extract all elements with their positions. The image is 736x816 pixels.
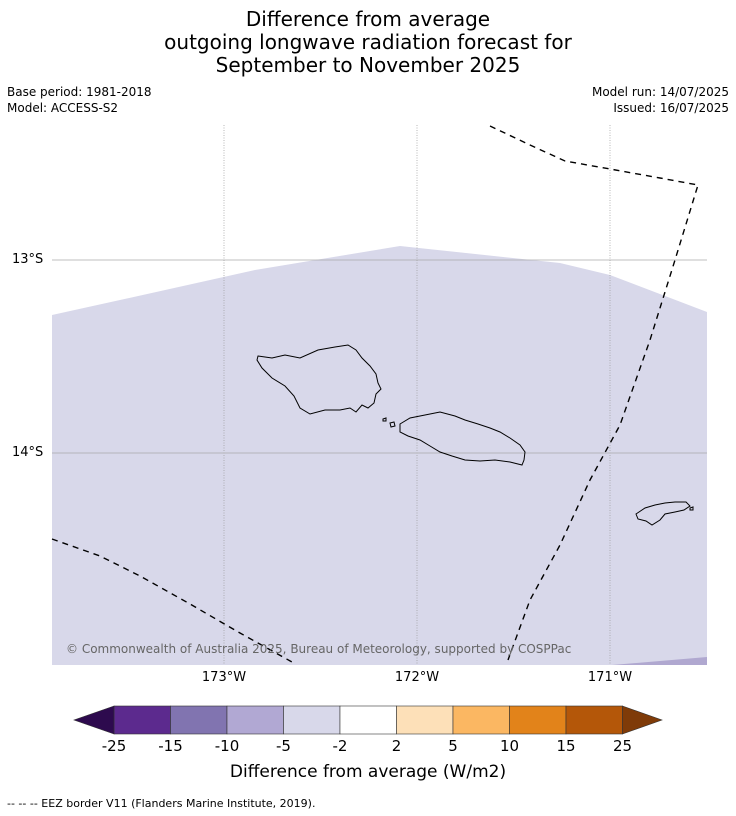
eez-border-southwest [51,538,293,663]
lat-label-14s: 14°S [12,445,44,460]
colorbar-high-extend [622,705,663,735]
anomaly-lower-band [612,657,707,665]
model-name: Model: ACCESS-S2 [7,101,119,115]
model-run: Model run: 14/07/2025 [591,85,729,99]
colorbar-segment [170,705,228,735]
colorbar-segment [226,705,284,735]
colorbar-segment [339,705,397,735]
islet-apolima [382,417,387,422]
lon-label-172w: 172°W [394,670,440,685]
islet-aunuu [689,506,694,511]
colorbar-tick-label: -5 [276,737,291,755]
colorbar-tick-label: 25 [612,737,633,755]
base-period: Base period: 1981-2018 [7,85,152,99]
islet-manono [389,421,396,428]
meta-right: Model run: 14/07/2025 Issued: 16/07/2025 [592,84,729,116]
eez-border-north [489,125,699,661]
eez-borders [51,125,699,663]
colorbar-segment [113,705,171,735]
colorbar-low-extend [73,705,115,735]
lon-label-171w: 171°W [587,670,633,685]
colorbar-tick-label: -2 [332,737,348,755]
title-line-2: outgoing longwave radiation forecast for [164,30,572,54]
colorbar-tick-label: 15 [556,737,576,755]
colorbar-segment [565,705,623,735]
colorbar-title: Difference from average (W/m2) [229,762,507,782]
colorbar-tick-label: 5 [448,737,458,755]
colorbar-tick-label: -10 [214,737,240,755]
colorbar-tick-label: -25 [101,737,127,755]
island-savaii [256,344,382,415]
colorbar-tick-label: -15 [158,737,183,755]
lat-label-13s: 13°S [12,252,44,267]
anomaly-fill-region [52,246,707,665]
meta-left: Base period: 1981-2018 Model: ACCESS-S2 [7,84,152,116]
island-upolu [399,411,526,466]
chart-title: Difference from average outgoing longwav… [0,8,736,77]
issued-date: Issued: 16/07/2025 [613,101,729,115]
colorbar-tick-label: 2 [391,737,402,755]
colorbar-segment [283,705,341,735]
colorbar-tick-label: 10 [499,737,520,755]
colorbar-segment [452,705,510,735]
meridian-gridlines [223,125,611,665]
island-tutuila [635,501,691,526]
footer-legend: -- -- -- EEZ border V11 (Flanders Marine… [7,797,316,810]
title-line-1: Difference from average [245,7,491,31]
title-line-3: September to November 2025 [215,53,521,77]
colorbar-segment [396,705,454,735]
lon-label-173w: 173°W [201,670,247,685]
colorbar-segment [509,705,567,735]
parallel-gridlines [52,259,707,454]
copyright-notice: © Commonwealth of Australia 2025, Bureau… [66,642,572,656]
colorbar [73,705,663,735]
